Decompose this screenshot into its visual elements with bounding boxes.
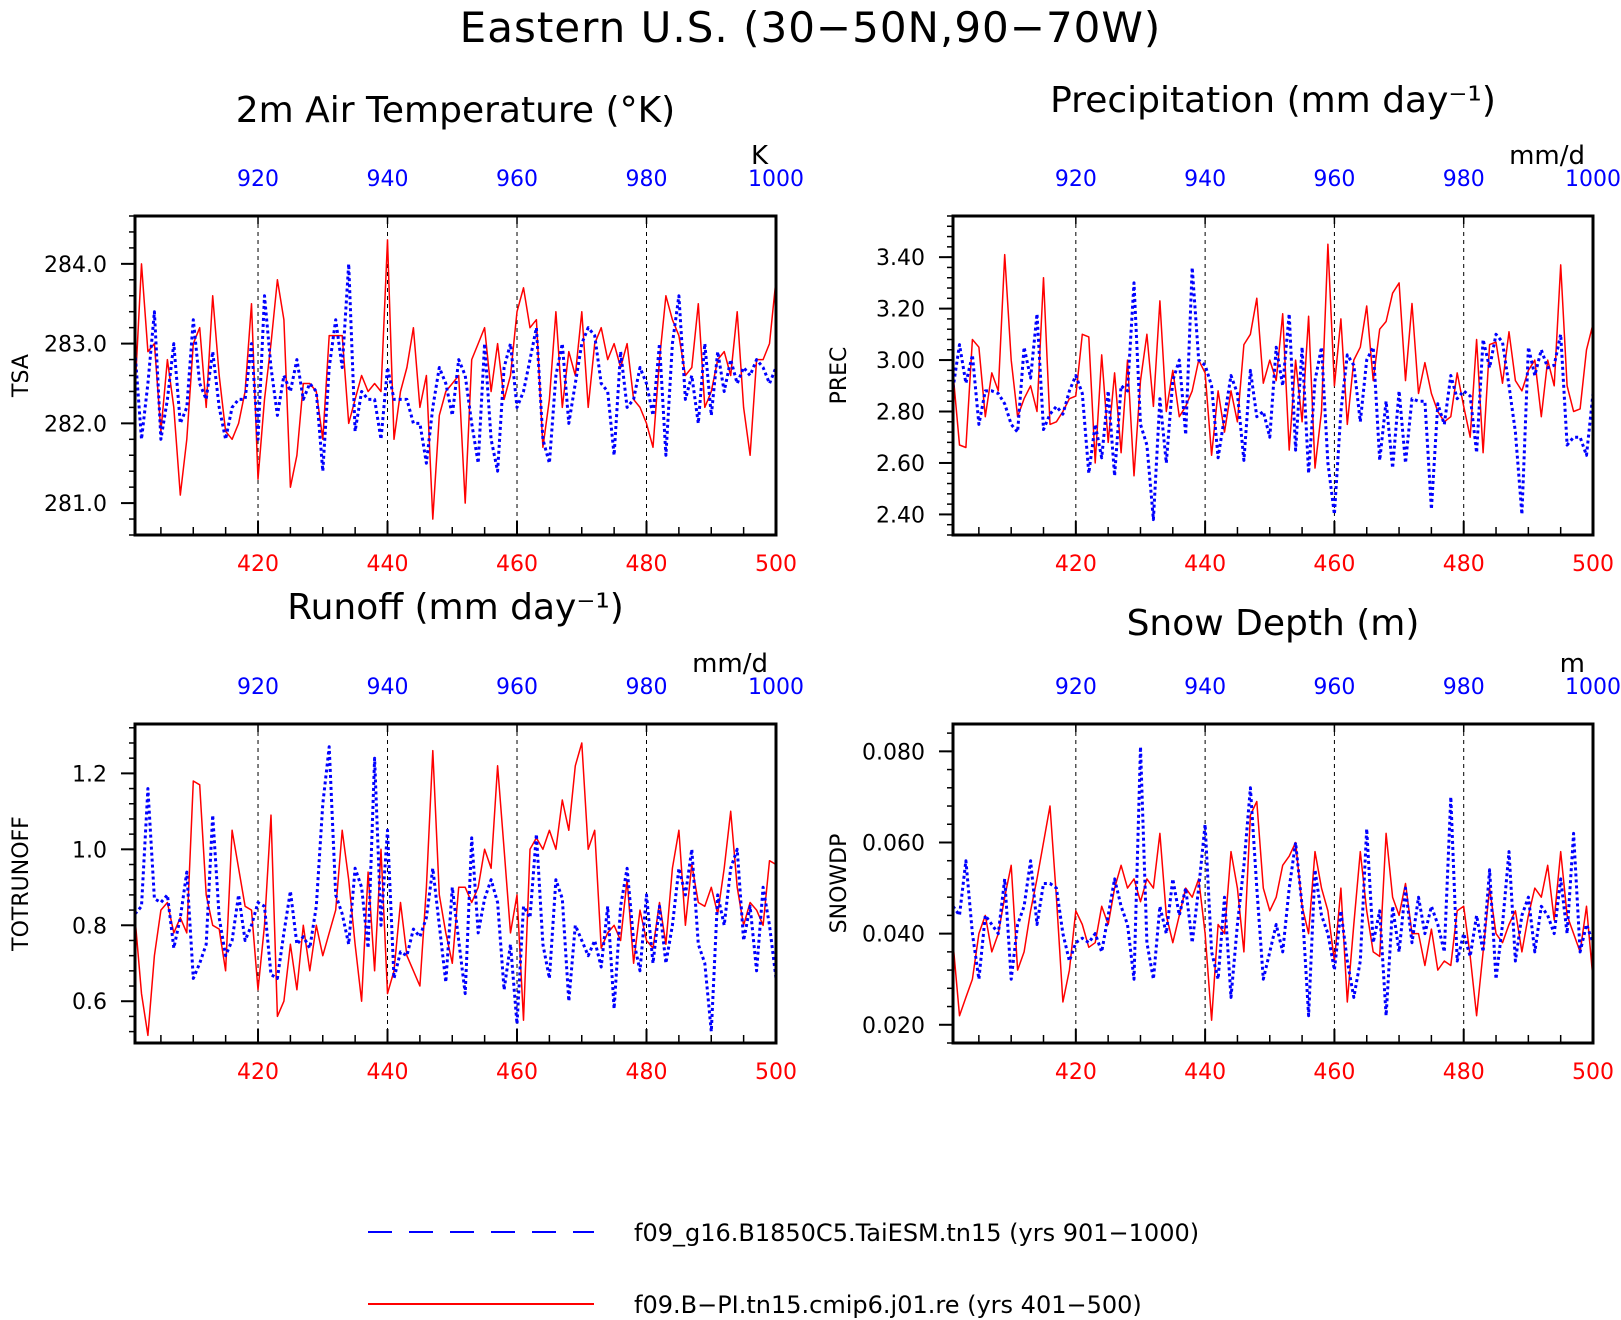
panel-title: Snow Depth (m) xyxy=(1127,603,1420,644)
x-top-tick-label: 1000 xyxy=(1565,167,1621,192)
y-tick-label: 0.060 xyxy=(862,831,925,856)
x-bottom-tick-label: 440 xyxy=(1184,552,1226,577)
y-tick-label: 1.2 xyxy=(72,762,107,787)
x-top-tick-label: 940 xyxy=(1184,167,1226,192)
x-bottom-tick-label: 420 xyxy=(1055,552,1097,577)
y-tick-label: 3.20 xyxy=(876,298,925,323)
y-axis-label: SNOWDP xyxy=(827,834,852,934)
y-tick-label: 2.40 xyxy=(876,503,925,528)
y-axis-label: TOTRUNOFF xyxy=(9,816,34,952)
y-tick-label: 0.080 xyxy=(862,740,925,765)
y-tick-label: 281.0 xyxy=(44,492,107,517)
series-line-red xyxy=(134,239,777,520)
y-axis-label: PREC xyxy=(827,347,852,405)
panel-2: Precipitation (mm day⁻¹) mm/d PREC 2.40 2.60… xyxy=(827,80,1621,577)
panel-1: 2m Air Temperature (°K) K TSA 281.0 282.0 283… xyxy=(9,90,804,577)
legend-label: f09_g16.B1850C5.TaiESM.tn15 (yrs 901−100… xyxy=(634,1219,1199,1247)
x-top-tick-label: 1000 xyxy=(1565,675,1621,700)
y-tick-label: 3.00 xyxy=(876,349,925,374)
x-bottom-tick-label: 460 xyxy=(1313,552,1355,577)
x-bottom-tick-label: 500 xyxy=(755,552,797,577)
x-bottom-tick-label: 500 xyxy=(1572,552,1614,577)
panel-title: Precipitation (mm day⁻¹) xyxy=(1050,80,1496,121)
x-top-tick-label: 980 xyxy=(1443,675,1485,700)
series-line-red xyxy=(952,800,1594,1021)
x-bottom-tick-label: 500 xyxy=(755,1060,797,1085)
y-tick-label: 0.020 xyxy=(862,1014,925,1039)
unit-label: m xyxy=(1560,649,1585,679)
x-top-tick-label: 980 xyxy=(626,675,668,700)
x-bottom-tick-label: 420 xyxy=(237,1060,279,1085)
x-top-tick-label: 940 xyxy=(1184,675,1226,700)
legend-label: f09.B−PI.tn15.cmip6.j01.re (yrs 401−500) xyxy=(634,1291,1142,1319)
panel-4: Snow Depth (m) m SNOWDP 0.020 0.040 0.060 0.08… xyxy=(827,603,1621,1085)
x-top-tick-label: 920 xyxy=(1055,167,1097,192)
series-line-blue xyxy=(133,262,778,473)
x-bottom-tick-label: 460 xyxy=(496,1060,538,1085)
panel-title: 2m Air Temperature (°K) xyxy=(236,90,675,131)
plot-frame xyxy=(133,722,778,1045)
x-bottom-tick-label: 500 xyxy=(1572,1060,1614,1085)
series-line-red xyxy=(952,243,1594,477)
x-top-tick-label: 960 xyxy=(1313,167,1355,192)
x-top-tick-label: 960 xyxy=(496,167,538,192)
y-tick-label: 2.80 xyxy=(876,401,925,426)
y-axis-label: TSA xyxy=(9,354,34,398)
unit-label: mm/d xyxy=(692,649,768,679)
y-tick-label: 1.0 xyxy=(72,838,107,863)
x-bottom-tick-label: 480 xyxy=(1443,1060,1485,1085)
y-tick-label: 282.0 xyxy=(44,412,107,437)
x-bottom-tick-label: 440 xyxy=(367,552,409,577)
x-top-tick-label: 920 xyxy=(237,675,279,700)
x-top-tick-label: 920 xyxy=(1055,675,1097,700)
y-tick-label: 0.6 xyxy=(72,990,107,1015)
x-top-tick-label: 940 xyxy=(367,675,409,700)
x-top-tick-label: 960 xyxy=(1313,675,1355,700)
x-bottom-tick-label: 460 xyxy=(496,552,538,577)
x-top-tick-label: 980 xyxy=(1443,167,1485,192)
x-bottom-tick-label: 420 xyxy=(1055,1060,1097,1085)
y-tick-label: 283.0 xyxy=(44,333,107,358)
x-bottom-tick-label: 480 xyxy=(626,1060,668,1085)
x-bottom-tick-label: 420 xyxy=(237,552,279,577)
x-top-tick-label: 960 xyxy=(496,675,538,700)
y-tick-label: 2.60 xyxy=(876,452,925,477)
x-bottom-tick-label: 480 xyxy=(1443,552,1485,577)
legend: f09_g16.B1850C5.TaiESM.tn15 (yrs 901−100… xyxy=(368,1219,1199,1319)
x-bottom-tick-label: 440 xyxy=(367,1060,409,1085)
unit-label: mm/d xyxy=(1509,141,1585,171)
plot-frame xyxy=(951,722,1595,1045)
figure-title: Eastern U.S. (30−50N,90−70W) xyxy=(459,3,1162,52)
x-top-tick-label: 1000 xyxy=(748,167,804,192)
series-line-blue xyxy=(951,266,1595,522)
series-line-red xyxy=(134,742,777,1037)
x-bottom-tick-label: 460 xyxy=(1313,1060,1355,1085)
panel-title: Runoff (mm day⁻¹) xyxy=(287,587,624,628)
x-top-tick-label: 940 xyxy=(367,167,409,192)
series-line-blue xyxy=(133,745,778,1034)
x-bottom-tick-label: 440 xyxy=(1184,1060,1226,1085)
unit-label: K xyxy=(751,141,769,171)
y-tick-label: 0.8 xyxy=(72,914,107,939)
x-top-tick-label: 980 xyxy=(626,167,668,192)
plot-frame xyxy=(951,214,1595,537)
y-tick-label: 0.040 xyxy=(862,923,925,948)
y-tick-label: 284.0 xyxy=(44,253,107,278)
series-line-blue xyxy=(951,745,1595,1018)
x-bottom-tick-label: 480 xyxy=(626,552,668,577)
panel-3: Runoff (mm day⁻¹) mm/d TOTRUNOFF 0.6 0.8 1.0 1… xyxy=(9,587,804,1085)
y-tick-label: 3.40 xyxy=(876,246,925,271)
x-top-tick-label: 920 xyxy=(237,167,279,192)
x-top-tick-label: 1000 xyxy=(748,675,804,700)
